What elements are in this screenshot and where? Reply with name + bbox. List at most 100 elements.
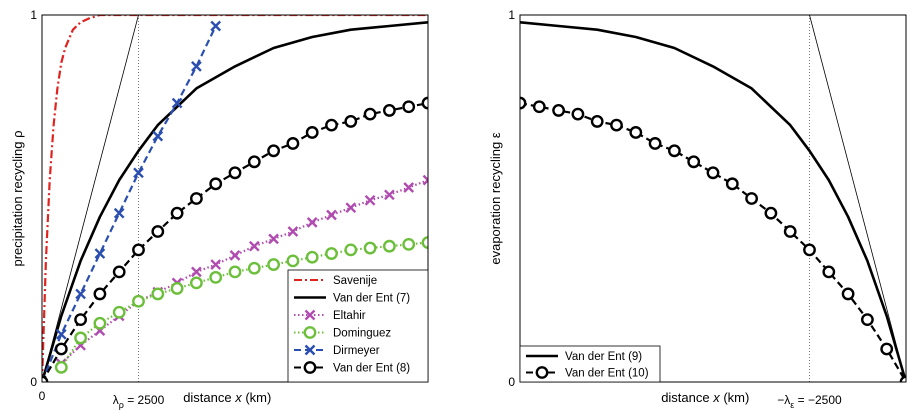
data-point <box>402 100 416 114</box>
data-point <box>209 271 223 284</box>
data-point <box>668 144 681 158</box>
legend-entry: Savenije <box>294 275 377 287</box>
data-point <box>520 96 527 110</box>
data-point <box>189 276 203 290</box>
data-point <box>170 282 184 295</box>
y-tick-label: 1 <box>30 8 37 22</box>
data-point <box>151 225 165 238</box>
legend: Van der Ent (9) Van der Ent (10) <box>519 345 661 383</box>
series-line <box>42 25 217 382</box>
data-point <box>384 189 395 201</box>
data-point <box>112 305 126 319</box>
tangent-line <box>809 14 907 383</box>
data-point <box>326 209 337 221</box>
data-point <box>132 243 145 257</box>
series-1 <box>42 21 428 382</box>
legend-label: Van der Ent (8) <box>333 363 410 375</box>
legend-label: Eltahir <box>333 310 366 322</box>
data-point <box>151 287 165 301</box>
series-0 <box>42 15 428 382</box>
legend-label: Van der Ent (7) <box>333 293 410 305</box>
y-tick-label: 1 <box>508 8 515 22</box>
data-point <box>764 206 778 220</box>
legend-label: Dominguez <box>333 328 391 340</box>
series-3 <box>54 236 428 374</box>
legend-label: Dirmeyer <box>333 345 380 357</box>
data-point <box>363 107 377 121</box>
legend-entry: Van der Ent (7) <box>294 293 410 305</box>
data-point <box>94 248 106 259</box>
y-tick-label: 0 <box>30 375 37 389</box>
data-point <box>210 259 222 270</box>
tangent-line <box>41 14 139 383</box>
x-axis-title: distance x (km) <box>183 390 271 405</box>
legend-entry: Van der Ent (8) <box>294 361 410 375</box>
legend-marker-sample <box>303 361 317 374</box>
data-point <box>571 107 585 121</box>
legend-label: Van der Ent (9) <box>565 351 642 363</box>
legend-entry: Eltahir <box>294 309 366 322</box>
data-point <box>822 265 836 279</box>
data-point <box>132 294 145 308</box>
data-point <box>629 126 643 139</box>
legend-marker-sample <box>304 344 316 356</box>
y-axis-title: evaporation recycling ε <box>488 132 503 264</box>
data-point <box>229 250 241 261</box>
data-point <box>248 240 260 252</box>
data-point <box>344 243 358 257</box>
data-point <box>402 237 416 251</box>
data-point <box>189 192 203 205</box>
plot-frame <box>41 14 429 383</box>
legend-marker-sample <box>535 366 549 379</box>
y-tick-label: 0 <box>508 375 515 389</box>
chart-panel-2: −λε = −2500 0 1 distance x (km) evaporation … <box>488 8 907 410</box>
data-point <box>345 202 357 214</box>
x-axis-title: distance x (km) <box>661 390 749 405</box>
data-point <box>841 287 855 301</box>
legend-marker-sample <box>303 326 317 339</box>
data-point <box>267 144 280 158</box>
legend-entry: Van der Ent (10) <box>526 366 649 380</box>
data-point <box>382 104 396 117</box>
lambda-label: −λε = −2500 <box>777 393 842 410</box>
data-point <box>75 288 86 300</box>
data-point <box>93 316 107 330</box>
data-point <box>344 115 358 128</box>
data-point <box>363 241 377 255</box>
legend-marker-sample <box>304 309 316 321</box>
lambda-label: λρ = 2500 <box>113 393 165 410</box>
series-0 <box>520 21 906 382</box>
series-5 <box>42 96 428 382</box>
legend-label: Van der Ent (10) <box>565 368 649 380</box>
series-line <box>60 179 428 365</box>
y-axis-title: precipitation recycling ρ <box>10 130 25 266</box>
data-point <box>133 167 144 179</box>
x-tick-label: 0 <box>39 389 46 403</box>
data-point <box>305 126 319 139</box>
data-point <box>783 225 797 238</box>
data-point <box>364 194 376 206</box>
data-point <box>286 254 300 268</box>
data-point <box>113 207 125 219</box>
data-point <box>706 166 720 180</box>
data-point <box>93 287 107 301</box>
series-line <box>520 21 906 382</box>
data-point <box>247 155 261 169</box>
data-point <box>228 166 242 180</box>
series-line <box>42 21 428 382</box>
data-point <box>54 360 68 374</box>
data-point <box>228 265 242 279</box>
data-point <box>112 265 126 279</box>
data-point <box>287 226 299 237</box>
plot-frame <box>519 14 907 383</box>
legend-entry: Dirmeyer <box>294 344 380 357</box>
data-point <box>648 137 662 150</box>
data-point <box>210 20 222 32</box>
series-line <box>520 102 906 382</box>
data-point <box>74 313 88 327</box>
data-point <box>267 258 280 271</box>
data-point <box>170 206 184 220</box>
data-point <box>725 177 739 191</box>
data-point <box>861 313 874 327</box>
data-point <box>552 104 565 117</box>
